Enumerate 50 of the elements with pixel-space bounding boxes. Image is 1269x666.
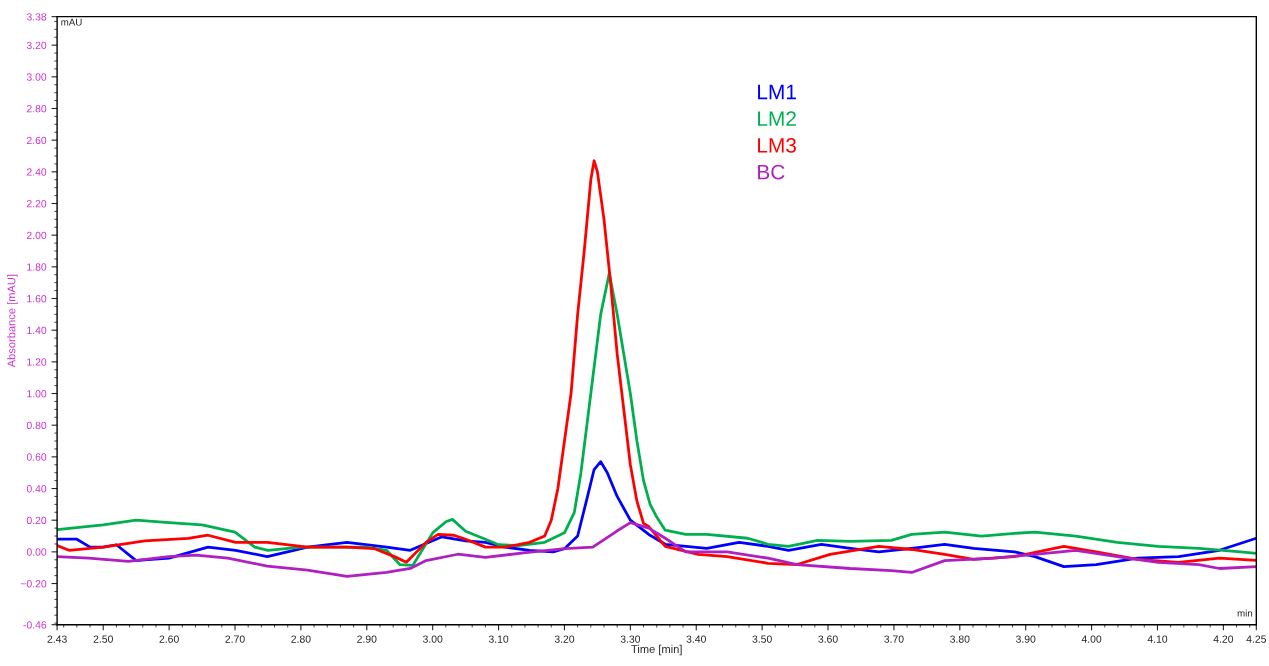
x-tick-label: 4.10 (1147, 635, 1168, 643)
y-tick-label: 3.00 (26, 73, 47, 81)
text: LM1 (758, 84, 796, 100)
y-tick-label: 2.80 (26, 104, 47, 113)
y-tick-label: 2.40 (26, 168, 47, 176)
line-series (57, 521, 1257, 578)
y-tick-label: 2.60 (26, 136, 47, 145)
x-tick-label: 3.50 (752, 635, 772, 643)
x-tick-label: 3.70 (884, 635, 904, 643)
y-tick-label: 1.60 (27, 295, 47, 303)
x-tick-label: 3.80 (950, 635, 970, 643)
x-tick-label: 3.10 (488, 635, 509, 643)
y-tick-label: 0.20 (26, 516, 47, 525)
text: BC (758, 164, 785, 180)
annotation: mAU (61, 18, 82, 26)
text: LM3 (758, 138, 796, 153)
line-series (57, 159, 1257, 566)
x-tick-label: 3.20 (554, 635, 575, 643)
x-tick-label: 2.90 (357, 635, 377, 643)
y-tick-label: 1.00 (27, 390, 47, 398)
x-tick-label: 3.30 (620, 635, 641, 643)
x-tick-label: 3.00 (422, 635, 443, 643)
y-tick-label: 2.20 (26, 200, 47, 208)
x-tick-label: 2.70 (225, 635, 245, 643)
y-tick-label: -0.46 (23, 621, 47, 629)
x-tick-label: 4.00 (1081, 635, 1102, 643)
y-tick-label: 0.40 (26, 485, 47, 493)
y-tick-label: 2.00 (26, 231, 47, 240)
x-tick-label: 2.50 (93, 635, 113, 643)
x-tick-label: 3.90 (1015, 635, 1036, 643)
x-tick-label: 3.60 (818, 635, 838, 643)
y-tick-label: 0.00 (26, 548, 47, 556)
y-tick-label: 3.38 (26, 13, 47, 21)
x-tick-label: 4.25 (1246, 635, 1267, 643)
x-tick-label: 2.43 (47, 635, 67, 643)
y-tick-label: 1.20 (27, 358, 47, 366)
y-tick-label: 0.80 (26, 421, 47, 430)
y-axis-title: Absorbance [mAU] (7, 274, 18, 368)
y-tick-label: 1.80 (27, 263, 47, 271)
x-tick-label: 4.20 (1213, 635, 1234, 643)
y-tick-label: −0.20 (20, 580, 47, 588)
x-axis-title: Time [min] (631, 644, 682, 656)
text: LM2 (758, 111, 796, 126)
y-tick-label: 3.20 (26, 41, 47, 50)
y-tick-label: 1.40 (27, 326, 47, 335)
x-tick-label: 2.80 (291, 635, 311, 643)
annotation: min (1237, 609, 1253, 617)
x-tick-label: 3.40 (686, 635, 706, 643)
x-tick-label: 2.60 (159, 635, 179, 643)
y-tick-label: 0.60 (26, 453, 47, 461)
